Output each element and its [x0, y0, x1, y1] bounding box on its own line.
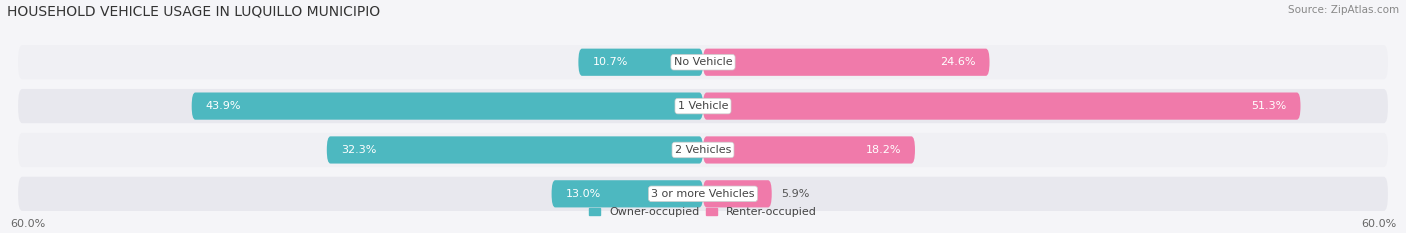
- Text: 10.7%: 10.7%: [592, 57, 627, 67]
- FancyBboxPatch shape: [578, 49, 703, 76]
- FancyBboxPatch shape: [703, 136, 915, 164]
- Text: 24.6%: 24.6%: [941, 57, 976, 67]
- FancyBboxPatch shape: [18, 89, 1388, 123]
- Text: 18.2%: 18.2%: [866, 145, 901, 155]
- Text: 5.9%: 5.9%: [782, 189, 810, 199]
- FancyBboxPatch shape: [551, 180, 703, 207]
- FancyBboxPatch shape: [703, 180, 772, 207]
- Text: 2 Vehicles: 2 Vehicles: [675, 145, 731, 155]
- FancyBboxPatch shape: [703, 93, 1301, 120]
- Text: HOUSEHOLD VEHICLE USAGE IN LUQUILLO MUNICIPIO: HOUSEHOLD VEHICLE USAGE IN LUQUILLO MUNI…: [7, 5, 380, 19]
- Text: 60.0%: 60.0%: [10, 219, 45, 229]
- FancyBboxPatch shape: [703, 49, 990, 76]
- Text: 13.0%: 13.0%: [565, 189, 600, 199]
- Text: Source: ZipAtlas.com: Source: ZipAtlas.com: [1288, 5, 1399, 15]
- FancyBboxPatch shape: [191, 93, 703, 120]
- Text: 43.9%: 43.9%: [205, 101, 242, 111]
- FancyBboxPatch shape: [18, 133, 1388, 167]
- Text: 60.0%: 60.0%: [1361, 219, 1396, 229]
- Legend: Owner-occupied, Renter-occupied: Owner-occupied, Renter-occupied: [589, 207, 817, 217]
- Text: 51.3%: 51.3%: [1251, 101, 1286, 111]
- Text: No Vehicle: No Vehicle: [673, 57, 733, 67]
- Text: 3 or more Vehicles: 3 or more Vehicles: [651, 189, 755, 199]
- FancyBboxPatch shape: [18, 45, 1388, 79]
- FancyBboxPatch shape: [18, 177, 1388, 211]
- Text: 1 Vehicle: 1 Vehicle: [678, 101, 728, 111]
- Text: 32.3%: 32.3%: [340, 145, 377, 155]
- FancyBboxPatch shape: [326, 136, 703, 164]
